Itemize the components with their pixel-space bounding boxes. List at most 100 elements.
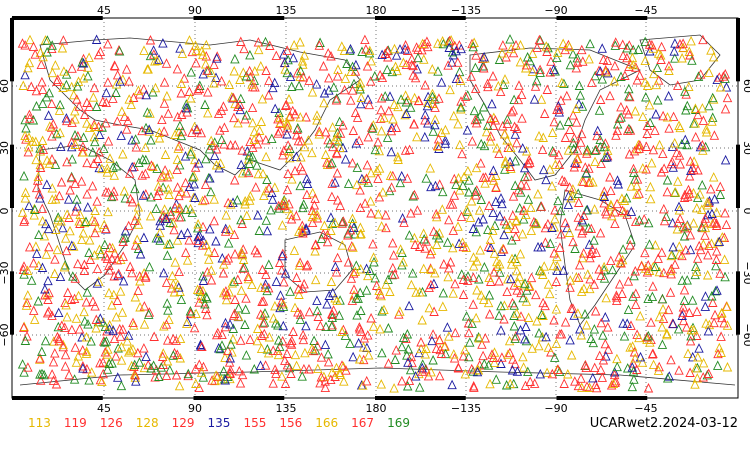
station-triangle-icon [176, 294, 187, 305]
station-triangle-icon [35, 47, 46, 57]
station-triangle-icon [400, 39, 411, 50]
station-triangle-icon [516, 287, 526, 298]
station-triangle-icon [538, 132, 549, 142]
station-triangle-icon [692, 306, 702, 316]
station-triangle-icon [217, 329, 227, 340]
station-triangle-icon [141, 270, 151, 281]
station-triangle-icon [356, 305, 366, 315]
station-triangle-icon [627, 362, 638, 372]
station-triangle-icon [632, 74, 643, 85]
station-triangle-icon [597, 372, 608, 382]
station-triangle-icon [20, 193, 31, 203]
station-triangle-icon [146, 362, 156, 373]
station-triangle-icon [186, 67, 196, 77]
station-triangle-icon [648, 144, 659, 155]
station-triangle-icon [486, 131, 496, 141]
station-triangle-icon [664, 60, 674, 71]
station-triangle-icon [102, 326, 112, 336]
station-triangle-icon [468, 41, 478, 52]
station-triangle-icon [335, 367, 345, 377]
station-triangle-icon [482, 120, 493, 130]
station-triangle-icon [520, 62, 531, 73]
station-triangle-icon [426, 264, 436, 274]
station-triangle-icon [590, 145, 600, 155]
station-triangle-icon [617, 205, 628, 215]
map-frame [10, 16, 740, 400]
station-triangle-icon [425, 248, 436, 259]
station-triangle-icon [104, 358, 115, 369]
station-triangle-icon [241, 350, 252, 360]
station-triangle-icon [298, 59, 308, 69]
station-triangle-icon [158, 38, 168, 48]
station-triangle-icon [181, 204, 191, 214]
station-triangle-icon [598, 54, 609, 65]
station-triangle-icon [67, 154, 77, 164]
station-triangle-icon [480, 178, 490, 188]
station-triangle-icon [332, 252, 343, 263]
station-triangle-icon [645, 337, 655, 347]
station-triangle-icon [695, 244, 706, 255]
station-triangle-icon [51, 128, 62, 139]
station-triangle-icon [552, 251, 562, 262]
station-triangle-icon [691, 266, 702, 276]
station-triangle-icon [641, 141, 652, 151]
station-triangle-icon [311, 79, 322, 89]
station-triangle-icon [214, 162, 224, 173]
station-triangle-icon [675, 122, 685, 133]
station-triangle-icon [431, 208, 441, 219]
station-triangle-icon [283, 168, 293, 179]
station-triangle-icon [247, 117, 258, 128]
station-triangle-icon [65, 225, 75, 236]
station-triangle-icon [355, 323, 365, 334]
station-triangle-icon [77, 344, 88, 355]
station-triangle-icon [505, 34, 515, 44]
station-triangle-icon [616, 101, 626, 112]
station-triangle-icon [44, 287, 54, 298]
station-triangle-icon [257, 93, 268, 104]
station-triangle-icon [154, 185, 164, 196]
station-triangle-icon [194, 83, 205, 93]
station-triangle-icon [475, 245, 485, 255]
station-triangle-icon [689, 164, 699, 175]
station-triangle-icon [155, 227, 165, 238]
station-triangle-icon [175, 43, 185, 53]
station-triangle-icon [169, 224, 179, 235]
station-triangle-icon [161, 58, 172, 68]
station-triangle-icon [343, 257, 354, 267]
station-triangle-icon [232, 194, 243, 205]
station-triangle-icon [81, 331, 92, 342]
station-triangle-icon [256, 343, 267, 354]
station-triangle-icon [501, 379, 512, 390]
station-triangle-icon [495, 86, 506, 97]
station-triangle-icon [457, 148, 467, 159]
station-triangle-icon [282, 118, 293, 128]
station-triangle-icon [40, 335, 51, 346]
station-triangle-icon [119, 185, 130, 196]
station-triangle-icon [131, 376, 141, 386]
station-triangle-icon [42, 307, 53, 318]
station-triangle-icon [121, 64, 132, 74]
station-triangle-icon [66, 172, 77, 183]
station-triangle-icon [720, 154, 731, 165]
station-triangle-icon [320, 339, 331, 350]
station-triangle-icon [596, 158, 606, 168]
station-triangle-icon [70, 139, 81, 149]
station-triangle-icon [258, 168, 268, 179]
station-triangle-icon [650, 239, 661, 250]
station-triangle-icon [90, 216, 100, 226]
station-triangle-icon [527, 343, 537, 353]
station-triangle-icon [174, 211, 185, 222]
station-triangle-icon [578, 176, 589, 186]
station-triangle-icon [307, 205, 318, 216]
station-triangle-icon [47, 369, 57, 379]
station-triangle-icon [374, 191, 385, 202]
station-triangle-icon [698, 372, 708, 382]
station-triangle-icon [570, 243, 580, 253]
station-triangle-icon [38, 84, 48, 95]
station-triangle-icon [239, 262, 250, 272]
station-triangle-icon [533, 188, 543, 199]
station-triangle-icon [479, 261, 490, 272]
station-triangle-icon [459, 171, 469, 182]
station-triangle-icon [672, 147, 682, 158]
station-triangle-icon [406, 208, 416, 218]
